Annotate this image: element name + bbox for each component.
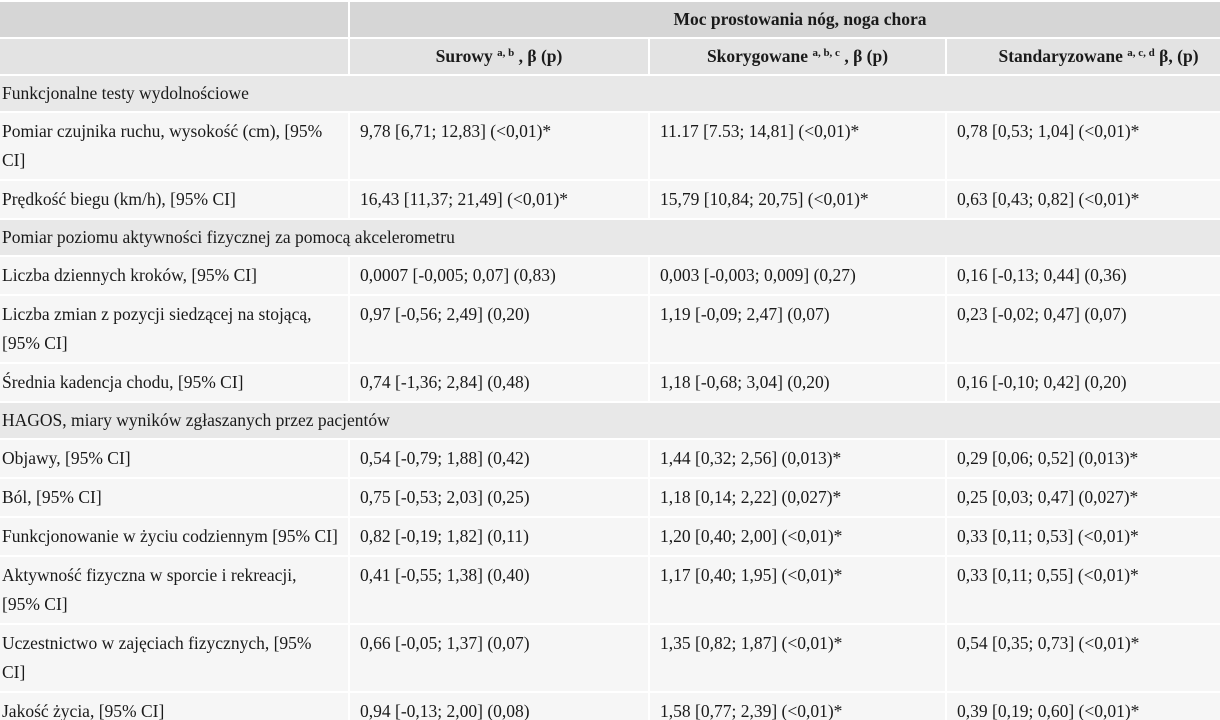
value-cell: 15,79 [10,84; 20,75] (<0,01)* [648,179,947,220]
column-header: Skorygowane a, b, c , β (p) [648,37,947,76]
value-cell: 0,63 [0,43; 0,82] (<0,01)* [945,179,1220,220]
value-cell: 1,58 [0,77; 2,39] (<0,01)* [648,691,947,720]
value-cell: 0,0007 [-0,005; 0,07] (0,83) [348,255,650,296]
section-row: Funkcjonalne testy wydolnościowe [0,74,1220,113]
value-cell: 0,29 [0,06; 0,52] (0,013)* [945,438,1220,479]
row-label: Liczba zmian z pozycji siedzącej na stoj… [0,294,350,364]
value-cell: 0,25 [0,03; 0,47] (0,027)* [945,477,1220,518]
value-cell: 0,39 [0,19; 0,60] (<0,01)* [945,691,1220,720]
value-cell: 0,94 [-0,13; 2,00] (0,08) [348,691,650,720]
row-label: Uczestnictwo w zajęciach fizycznych, [95… [0,623,350,693]
data-row: Prędkość biegu (km/h), [95% CI] 16,43 [11… [0,179,1220,220]
row-label: Ból, [95% CI] [0,477,350,518]
value-cell: 0,23 [-0,02; 0,47] (0,07) [945,294,1220,364]
value-cell: 1,18 [-0,68; 3,04] (0,20) [648,362,947,403]
column-stat: , β (p) [839,46,889,66]
data-row: Jakość życia, [95% CI] 0,94 [-0,13; 2,00]… [0,691,1220,720]
corner-cell [0,0,350,39]
value-cell: 0,33 [0,11; 0,55] (<0,01)* [945,555,1220,625]
row-label: Aktywność fizyczna w sporcie i rekreacji… [0,555,350,625]
value-cell: 0,41 [-0,55; 1,38] (0,40) [348,555,650,625]
data-row: Funkcjonowanie w życiu codziennym [95% C… [0,516,1220,557]
section-row: Pomiar poziomu aktywności fizycznej za p… [0,218,1220,257]
header-title: Moc prostowania nóg, noga chora [348,0,1220,39]
data-row: Uczestnictwo w zajęciach fizycznych, [95… [0,623,1220,693]
column-header: Standaryzowane a, c, d β, (p) [945,37,1220,76]
value-cell: 0,82 [-0,19; 1,82] (0,11) [348,516,650,557]
section-row: HAGOS, miary wyników zgłaszanych przez p… [0,401,1220,440]
value-cell: 1,20 [0,40; 2,00] (<0,01)* [648,516,947,557]
value-cell: 1,35 [0,82; 1,87] (<0,01)* [648,623,947,693]
value-cell: 0,97 [-0,56; 2,49] (0,20) [348,294,650,364]
column-label: Standaryzowane [998,46,1128,66]
row-label: Objawy, [95% CI] [0,438,350,479]
value-cell: 0,75 [-0,53; 2,03] (0,25) [348,477,650,518]
value-cell: 1,44 [0,32; 2,56] (0,013)* [648,438,947,479]
data-row: Aktywność fizyczna w sporcie i rekreacji… [0,555,1220,625]
row-label: Prędkość biegu (km/h), [95% CI] [0,179,350,220]
row-label: Pomiar czujnika ruchu, wysokość (cm), [9… [0,111,350,181]
column-footnote: a, c, d [1127,47,1155,59]
section-title: HAGOS, miary wyników zgłaszanych przez p… [0,401,1220,440]
header-row: Moc prostowania nóg, noga chora [0,0,1220,39]
data-row: Ból, [95% CI] 0,75 [-0,53; 2,03] (0,25) 1,… [0,477,1220,518]
row-label: Jakość życia, [95% CI] [0,691,350,720]
data-row: Liczba dziennych kroków, [95% CI] 0,0007 … [0,255,1220,296]
value-cell: 0,54 [0,35; 0,73] (<0,01)* [945,623,1220,693]
row-label: Średnia kadencja chodu, [95% CI] [0,362,350,403]
section-title: Funkcjonalne testy wydolnościowe [0,74,1220,113]
subheader-row: Surowy a, b , β (p) Skorygowane a, b, c ,… [0,37,1220,76]
value-cell: 1,19 [-0,09; 2,47] (0,07) [648,294,947,364]
row-label: Liczba dziennych kroków, [95% CI] [0,255,350,296]
column-stat: , β (p) [514,46,563,66]
data-row: Pomiar czujnika ruchu, wysokość (cm), [9… [0,111,1220,181]
value-cell: 0,78 [0,53; 1,04] (<0,01)* [945,111,1220,181]
value-cell: 0,16 [-0,13; 0,44] (0,36) [945,255,1220,296]
table-body: Funkcjonalne testy wydolnościowe Pomiar c… [0,74,1220,720]
value-cell: 0,66 [-0,05; 1,37] (0,07) [348,623,650,693]
value-cell: 0,16 [-0,10; 0,42] (0,20) [945,362,1220,403]
value-cell: 11.17 [7.53; 14,81] (<0,01)* [648,111,947,181]
value-cell: 0,74 [-1,36; 2,84] (0,48) [348,362,650,403]
value-cell: 16,43 [11,37; 21,49] (<0,01)* [348,179,650,220]
row-label: Funkcjonowanie w życiu codziennym [95% C… [0,516,350,557]
column-header: Surowy a, b , β (p) [348,37,650,76]
value-cell: 1,17 [0,40; 1,95] (<0,01)* [648,555,947,625]
column-label: Surowy [435,46,498,66]
column-footnote: a, b [497,47,515,59]
data-row: Średnia kadencja chodu, [95% CI] 0,74 [-1… [0,362,1220,403]
value-cell: 9,78 [6,71; 12,83] (<0,01)* [348,111,650,181]
section-title: Pomiar poziomu aktywności fizycznej za p… [0,218,1220,257]
column-label: Skorygowane [706,46,813,66]
table-head: Moc prostowania nóg, noga chora Surowy a… [0,0,1220,76]
column-stat: β, (p) [1154,46,1199,66]
data-row: Liczba zmian z pozycji siedzącej na stoj… [0,294,1220,364]
value-cell: 1,18 [0,14; 2,22] (0,027)* [648,477,947,518]
data-row: Objawy, [95% CI] 0,54 [-0,79; 1,88] (0,42… [0,438,1220,479]
value-cell: 0,54 [-0,79; 1,88] (0,42) [348,438,650,479]
column-footnote: a, b, c [812,47,840,59]
value-cell: 0,003 [-0,003; 0,009] (0,27) [648,255,947,296]
corner-cell [0,37,350,76]
value-cell: 0,33 [0,11; 0,53] (<0,01)* [945,516,1220,557]
